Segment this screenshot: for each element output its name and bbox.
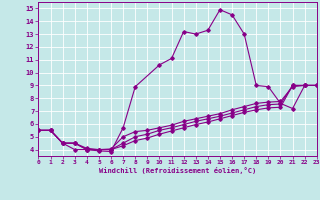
X-axis label: Windchill (Refroidissement éolien,°C): Windchill (Refroidissement éolien,°C) [99, 167, 256, 174]
